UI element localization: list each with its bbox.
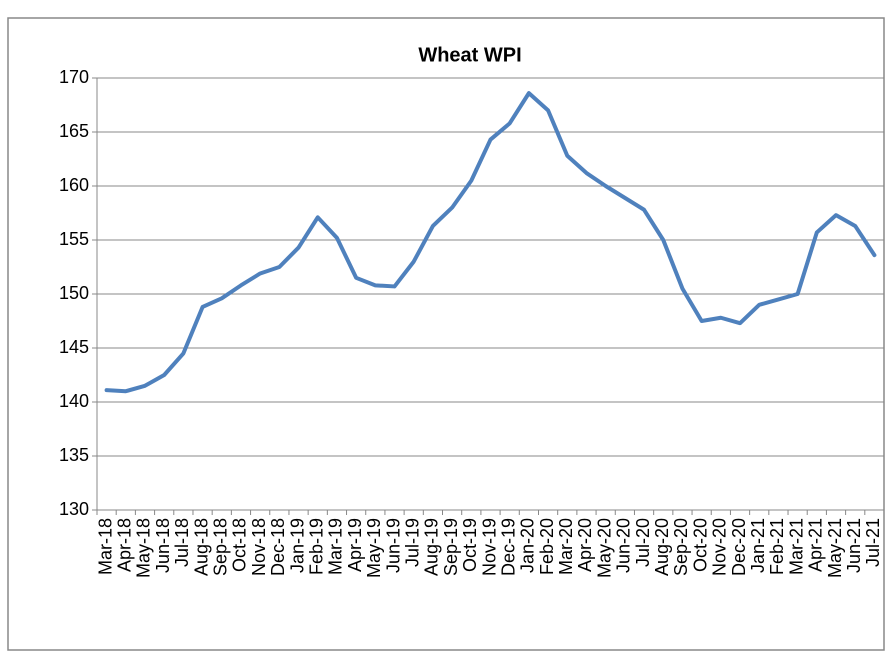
x-tick-label: Aug-19 (422, 518, 442, 576)
x-tick-label: Feb-20 (537, 518, 557, 575)
x-tick-label: Oct-18 (230, 518, 250, 572)
x-tick-label: May-19 (364, 518, 384, 578)
x-tick-label: Jul-18 (172, 518, 192, 567)
data-line (104, 91, 877, 394)
x-tick-label: Dec-20 (729, 518, 749, 576)
x-tick-label: Jun-20 (614, 518, 634, 573)
y-tick-label: 150 (59, 283, 89, 303)
x-tick-label: Dec-19 (498, 518, 518, 576)
y-tick-label: 145 (59, 337, 89, 357)
y-tick-label: 140 (59, 391, 89, 411)
y-tick-label: 160 (59, 175, 89, 195)
x-tick-label: Jun-21 (844, 518, 864, 573)
x-tick-label: Mar-20 (556, 518, 576, 575)
x-tick-label: Oct-20 (690, 518, 710, 572)
x-tick-label: Jun-18 (153, 518, 173, 573)
x-tick-label: Mar-19 (326, 518, 346, 575)
x-tick-label: Mar-21 (786, 518, 806, 575)
x-tick-label: Apr-20 (575, 518, 595, 572)
x-tick-label: May-21 (825, 518, 845, 578)
x-tick-label: Feb-21 (767, 518, 787, 575)
x-tick-label: Sep-20 (671, 518, 691, 576)
x-tick-label: Dec-18 (268, 518, 288, 576)
x-tick-label: Jan-20 (518, 518, 538, 573)
x-tick-label: Feb-19 (306, 518, 326, 575)
x-tick-label: Oct-19 (460, 518, 480, 572)
x-tick-label: May-20 (594, 518, 614, 578)
x-tick-label: Apr-19 (345, 518, 365, 572)
x-tick-label: Nov-20 (710, 518, 730, 576)
x-tick-label: Aug-18 (191, 518, 211, 576)
x-tick-label: Apr-21 (806, 518, 826, 572)
x-tick-label: Jan-21 (748, 518, 768, 573)
chart-title: Wheat WPI (418, 44, 521, 66)
x-tick-label: Nov-18 (249, 518, 269, 576)
x-tick-label: May-18 (134, 518, 154, 578)
x-tick-label: Jul-20 (633, 518, 653, 567)
y-tick-label: 130 (59, 499, 89, 519)
x-tick-label: Sep-19 (441, 518, 461, 576)
x-tick-label: Apr-18 (115, 518, 135, 572)
y-tick-label: 170 (59, 67, 89, 87)
chart-frame (7, 17, 885, 651)
x-tick-label: Aug-20 (652, 518, 672, 576)
y-tick-label: 135 (59, 445, 89, 465)
x-tick-label: Sep-18 (211, 518, 231, 576)
x-tick-label: Jul-19 (402, 518, 422, 567)
y-tick-label: 165 (59, 121, 89, 141)
x-tick-label: Jan-19 (287, 518, 307, 573)
x-tick-label: Jun-19 (383, 518, 403, 573)
x-tick-label: Mar-18 (95, 518, 115, 575)
y-tick-label: 155 (59, 229, 89, 249)
x-tick-label: Jul-21 (863, 518, 883, 567)
x-tick-label: Nov-19 (479, 518, 499, 576)
